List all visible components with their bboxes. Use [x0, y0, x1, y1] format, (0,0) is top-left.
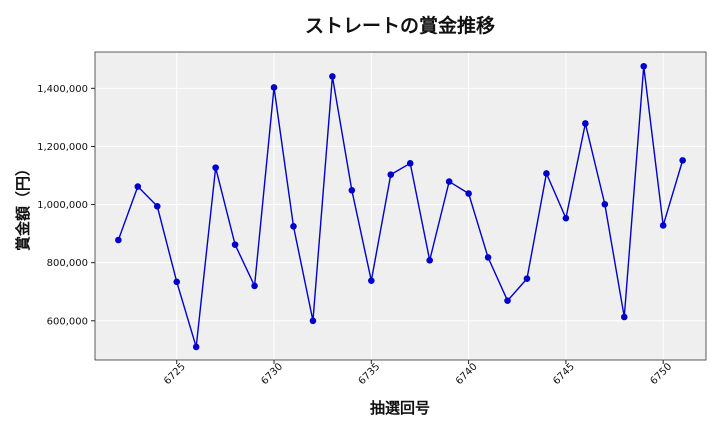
- data-point: [134, 183, 142, 190]
- data-point: [523, 275, 531, 282]
- data-point: [406, 159, 414, 167]
- series: [115, 62, 686, 351]
- y-axis-ticks: 600,000 800,000 1,000,000 1,200,000 1,400,00…: [37, 84, 88, 327]
- series-line: [117, 66, 684, 348]
- chart-title: ストレートの賞金推移: [305, 14, 495, 37]
- data-point: [368, 277, 375, 284]
- data-point: [309, 317, 317, 325]
- data-point: [504, 297, 511, 305]
- data-point: [387, 171, 395, 178]
- x-tick-label: 6735: [357, 361, 383, 387]
- y-tick-label: 800,000: [47, 258, 88, 269]
- data-point: [212, 164, 219, 171]
- data-point: [251, 282, 258, 290]
- data-point: [659, 222, 667, 229]
- data-point: [192, 343, 200, 351]
- y-tick-label: 1,400,000: [37, 84, 88, 95]
- data-point: [620, 313, 628, 321]
- y-tick-label: 1,000,000: [37, 200, 88, 211]
- axes: [91, 51, 707, 364]
- data-point: [601, 200, 609, 208]
- data-point: [562, 214, 570, 222]
- data-point: [115, 236, 122, 244]
- data-point: [426, 257, 433, 264]
- data-point: [348, 187, 356, 194]
- x-tick-label: 6730: [259, 361, 285, 387]
- x-tick-label: 6750: [649, 361, 675, 387]
- x-axis-title: 抽選回号: [370, 399, 430, 417]
- plot-frame: [94, 51, 707, 361]
- x-tick-label: 6745: [551, 361, 577, 387]
- y-axis-title: 賞金額（円）: [14, 161, 32, 251]
- x-tick-label: 6725: [162, 361, 188, 387]
- x-axis-ticks: 6725 6730 6735 6740 6745 6750: [162, 361, 674, 387]
- data-point: [484, 254, 492, 261]
- data-point: [465, 190, 472, 197]
- data-point: [543, 170, 550, 177]
- data-point: [231, 241, 239, 248]
- data-point: [640, 62, 648, 70]
- data-point: [679, 157, 686, 164]
- data-point: [329, 73, 336, 80]
- x-tick-label: 6740: [454, 361, 480, 387]
- data-point: [173, 278, 181, 286]
- data-point: [445, 178, 453, 185]
- data-point: [153, 202, 161, 210]
- data-point: [270, 84, 278, 91]
- y-tick-label: 600,000: [47, 316, 88, 327]
- grid: [95, 52, 706, 360]
- y-tick-label: 1,200,000: [37, 142, 88, 153]
- data-point: [582, 120, 589, 127]
- data-point: [290, 223, 297, 230]
